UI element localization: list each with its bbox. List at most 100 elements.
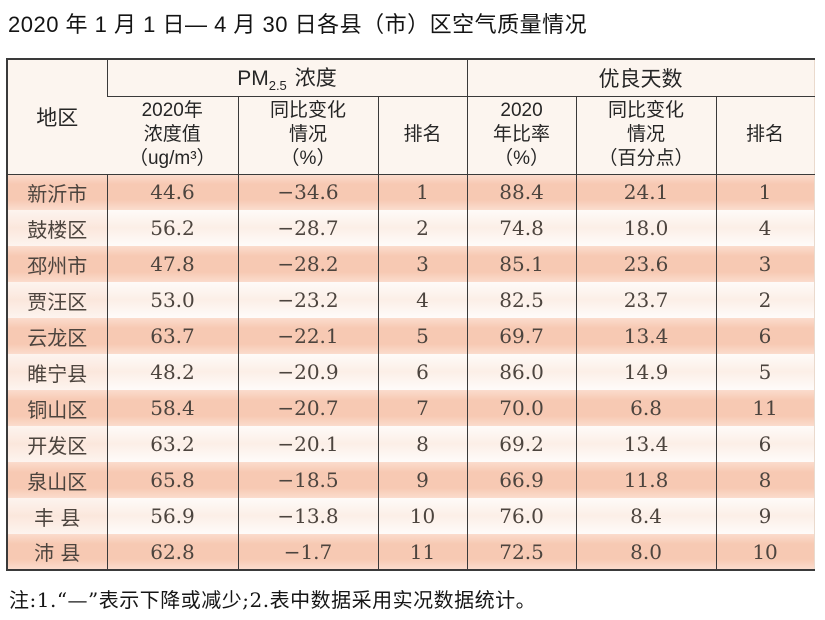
pm-change-cell: −20.7	[237, 390, 378, 426]
pm-rank-cell: 8	[377, 426, 468, 462]
pm-change-cell: −23.2	[237, 282, 378, 318]
good-days-rank-cell: 3	[715, 246, 815, 282]
pm-rank-cell: 5	[377, 318, 468, 354]
pm-rank-cell: 11	[377, 534, 468, 570]
pm-change-cell: −22.1	[237, 318, 378, 354]
good-days-ratio-cell: 85.1	[466, 246, 577, 282]
good-days-change-cell: 24.1	[575, 174, 717, 210]
pm-value-cell: 53.0	[106, 282, 238, 318]
good-days-ratio-cell: 76.0	[466, 498, 577, 534]
pm-value-cell: 44.6	[106, 174, 238, 210]
good-days-ratio-cell: 86.0	[466, 354, 577, 390]
good-days-rank-cell: 1	[715, 174, 815, 210]
pm-change-cell: −28.7	[237, 210, 378, 246]
good-days-rank-cell: 2	[715, 282, 815, 318]
pm-value-cell: 48.2	[106, 354, 238, 390]
table-header: 地区 PM2.5 浓度 优良天数 2020年 浓度值 （ug/m³） 同比变化 情…	[7, 59, 815, 175]
pm-change-cell: −20.9	[237, 354, 378, 390]
pm-rank-cell: 4	[377, 282, 468, 318]
region-cell: 丰 县	[7, 498, 107, 534]
table-row: 沛 县 62.8 −1.7 11 72.5 8.0 10	[7, 534, 815, 570]
table-row: 新沂市 44.6 −34.6 1 88.4 24.1 1	[7, 174, 815, 210]
pm-rank-cell: 10	[377, 498, 468, 534]
pm25-label-subscript: 2.5	[268, 78, 287, 94]
header-sub-row: 2020年 浓度值 （ug/m³） 同比变化 情况 （%） 排名 2020 年比…	[7, 96, 815, 175]
good-days-ratio-cell: 74.8	[466, 210, 577, 246]
region-cell: 开发区	[7, 426, 107, 462]
pm-rank-cell: 9	[377, 462, 468, 498]
good-days-rank-cell: 11	[715, 390, 815, 426]
pm-value-cell: 58.4	[106, 390, 238, 426]
pm-rank-cell: 6	[377, 354, 468, 390]
table-row: 丰 县 56.9 −13.8 10 76.0 8.4 9	[7, 498, 815, 534]
pm-change-cell: −18.5	[237, 462, 378, 498]
good-days-change-cell: 23.7	[575, 282, 717, 318]
good-days-change-cell: 8.4	[575, 498, 717, 534]
column-group-pm25: PM2.5 浓度	[106, 59, 468, 97]
pm-change-cell: −28.2	[237, 246, 378, 282]
good-days-ratio-cell: 70.0	[466, 390, 577, 426]
pm-value-cell: 47.8	[106, 246, 238, 282]
pm-value-cell: 63.7	[106, 318, 238, 354]
pm-change-cell: −20.1	[237, 426, 378, 462]
good-days-rank-cell: 5	[715, 354, 815, 390]
good-days-change-cell: 23.6	[575, 246, 717, 282]
column-header-good-days-change: 同比变化 情况 （百分点）	[575, 96, 717, 175]
good-days-rank-cell: 6	[715, 426, 815, 462]
header-group-row: 地区 PM2.5 浓度 优良天数	[7, 59, 815, 175]
region-cell: 睢宁县	[7, 354, 107, 390]
good-days-ratio-cell: 66.9	[466, 462, 577, 498]
table-row: 泉山区 65.8 −18.5 9 66.9 11.8 8	[7, 462, 815, 498]
pm25-label-prefix: PM	[237, 67, 269, 91]
region-cell: 沛 县	[7, 534, 107, 570]
pm-rank-cell: 7	[377, 390, 468, 426]
table-row: 云龙区 63.7 −22.1 5 69.7 13.4 6	[7, 318, 815, 354]
good-days-change-cell: 13.4	[575, 318, 717, 354]
column-header-good-days-rank: 排名	[715, 96, 815, 175]
pm-rank-cell: 3	[377, 246, 468, 282]
pm-rank-cell: 2	[377, 210, 468, 246]
pm-value-cell: 62.8	[106, 534, 238, 570]
column-group-good-days: 优良天数	[466, 59, 815, 97]
region-cell: 贾汪区	[7, 282, 107, 318]
good-days-ratio-cell: 72.5	[466, 534, 577, 570]
table-row: 邳州市 47.8 −28.2 3 85.1 23.6 3	[7, 246, 815, 282]
column-header-region: 地区	[7, 59, 107, 175]
region-cell: 新沂市	[7, 174, 107, 210]
table-row: 鼓楼区 56.2 −28.7 2 74.8 18.0 4	[7, 210, 815, 246]
good-days-change-cell: 14.9	[575, 354, 717, 390]
table-row: 铜山区 58.4 −20.7 7 70.0 6.8 11	[7, 390, 815, 426]
table-body: 新沂市 44.6 −34.6 1 88.4 24.1 1 鼓楼区 56.2 −28.7 2 74.8 1…	[7, 174, 815, 570]
page-title: 2020 年 1 月 1 日— 4 月 30 日各县（市）区空气质量情况	[8, 12, 588, 37]
footnote: 注:1.“—”表示下降或减少;2.表中数据采用实况数据统计。	[9, 588, 537, 612]
good-days-rank-cell: 8	[715, 462, 815, 498]
good-days-rank-cell: 4	[715, 210, 815, 246]
region-cell: 泉山区	[7, 462, 107, 498]
table-row: 贾汪区 53.0 −23.2 4 82.5 23.7 2	[7, 282, 815, 318]
good-days-rank-cell: 10	[715, 534, 815, 570]
pm-value-cell: 63.2	[106, 426, 238, 462]
good-days-rank-cell: 9	[715, 498, 815, 534]
pm-change-cell: −1.7	[237, 534, 378, 570]
pm-change-cell: −13.8	[237, 498, 378, 534]
table-row: 开发区 63.2 −20.1 8 69.2 13.4 6	[7, 426, 815, 462]
column-header-pm-rank: 排名	[377, 96, 468, 175]
region-cell: 铜山区	[7, 390, 107, 426]
region-cell: 鼓楼区	[7, 210, 107, 246]
good-days-ratio-cell: 69.7	[466, 318, 577, 354]
region-cell: 邳州市	[7, 246, 107, 282]
pm-value-cell: 56.2	[106, 210, 238, 246]
good-days-ratio-cell: 82.5	[466, 282, 577, 318]
good-days-ratio-cell: 88.4	[466, 174, 577, 210]
pm-rank-cell: 1	[377, 174, 468, 210]
table-row: 睢宁县 48.2 −20.9 6 86.0 14.9 5	[7, 354, 815, 390]
good-days-change-cell: 6.8	[575, 390, 717, 426]
column-header-pm-change: 同比变化 情况 （%）	[237, 96, 378, 175]
good-days-change-cell: 8.0	[575, 534, 717, 570]
good-days-change-cell: 18.0	[575, 210, 717, 246]
pm-change-cell: −34.6	[237, 174, 378, 210]
column-header-pm-value: 2020年 浓度值 （ug/m³）	[107, 96, 238, 175]
good-days-change-cell: 13.4	[575, 426, 717, 462]
pm25-label-suffix: 浓度	[294, 67, 337, 91]
region-cell: 云龙区	[7, 318, 107, 354]
